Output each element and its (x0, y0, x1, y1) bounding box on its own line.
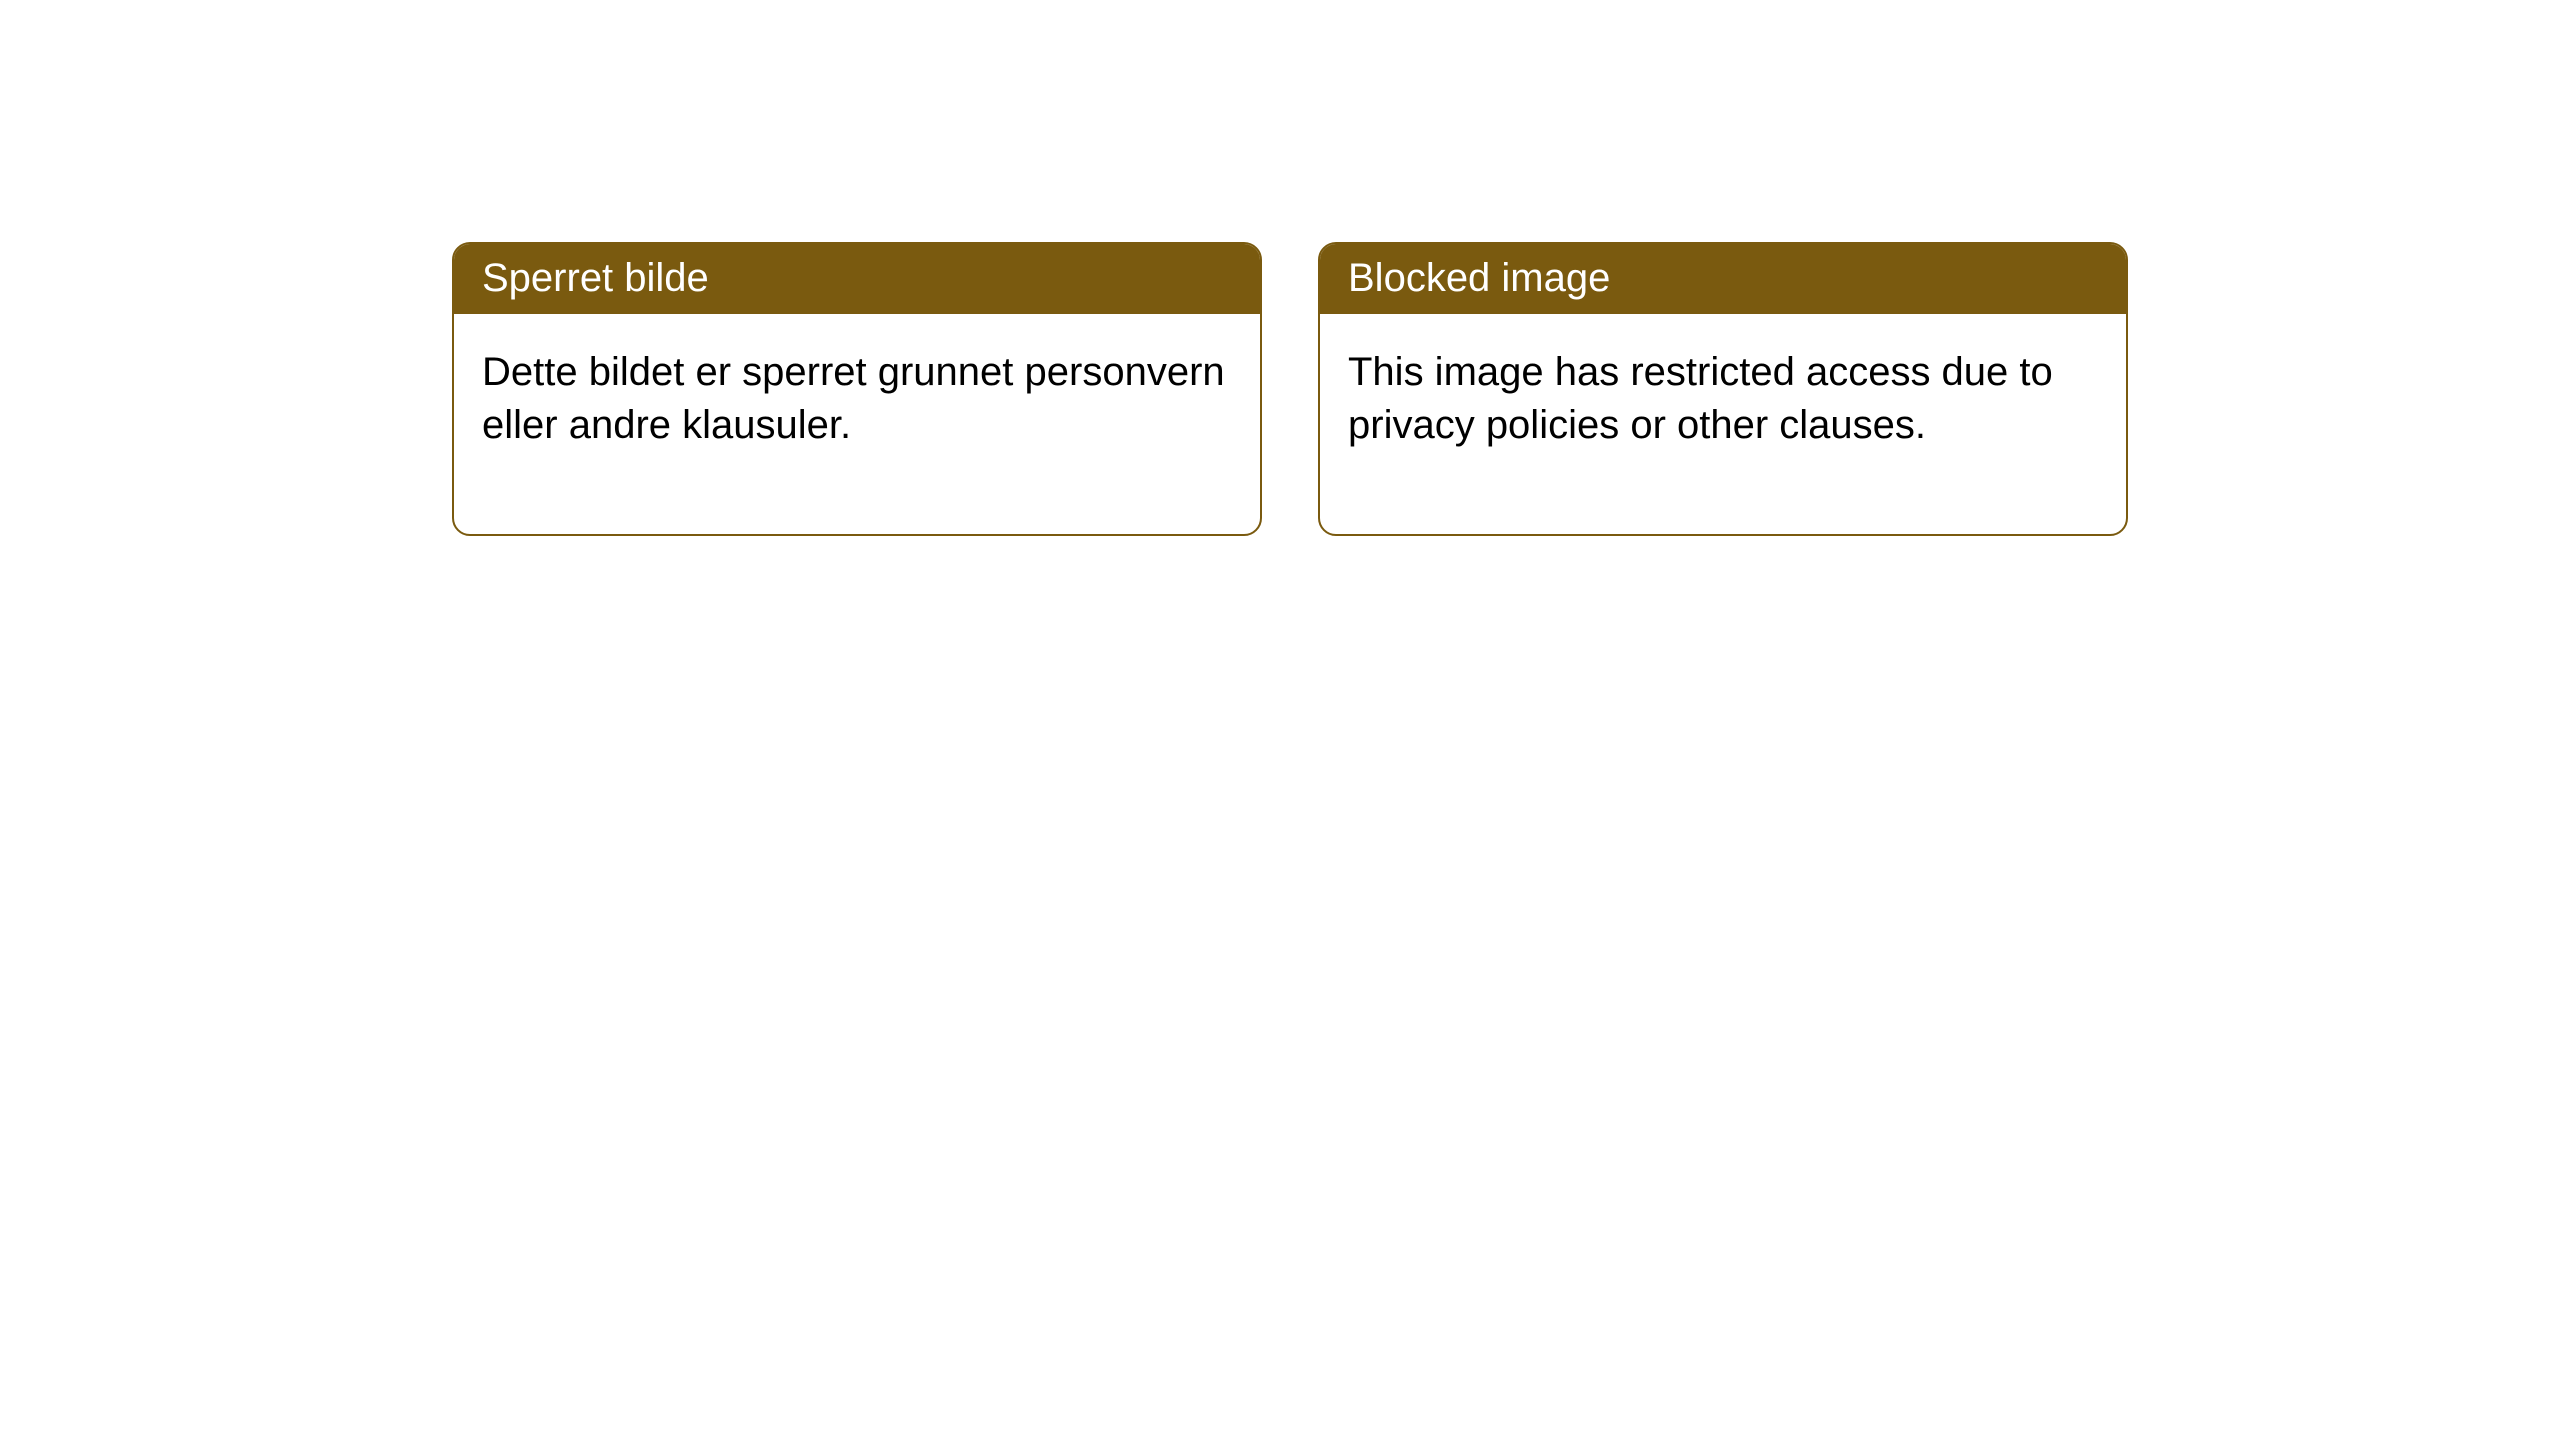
notice-container: Sperret bilde Dette bildet er sperret gr… (0, 0, 2560, 536)
blocked-image-card-en: Blocked image This image has restricted … (1318, 242, 2128, 536)
card-header-no: Sperret bilde (454, 244, 1260, 314)
card-header-en: Blocked image (1320, 244, 2126, 314)
card-body-en: This image has restricted access due to … (1320, 314, 2126, 534)
card-body-no: Dette bildet er sperret grunnet personve… (454, 314, 1260, 534)
blocked-image-card-no: Sperret bilde Dette bildet er sperret gr… (452, 242, 1262, 536)
